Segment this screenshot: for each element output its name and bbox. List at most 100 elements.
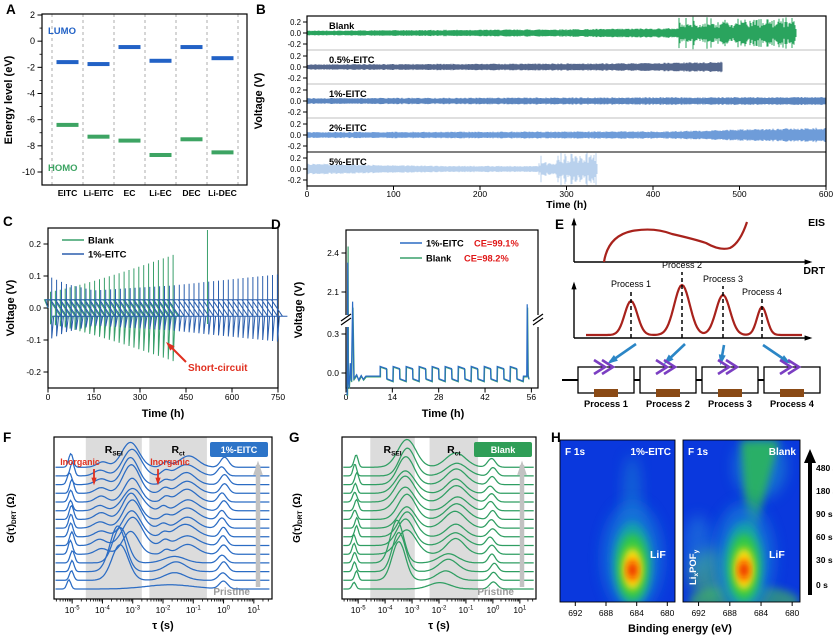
- sputter-time-label: 0 s: [816, 580, 828, 590]
- drt-curve: [55, 516, 270, 547]
- shaded-band: [85, 437, 142, 599]
- category-label: EITC: [58, 188, 78, 198]
- r-sei-label: RSEI: [383, 444, 401, 458]
- drt-curve: [343, 581, 534, 590]
- drt-curve: [343, 518, 534, 547]
- drt-curve: [55, 456, 270, 486]
- drt-curve: [343, 511, 534, 538]
- homo-bar: [87, 134, 110, 139]
- drt-curve: [55, 499, 270, 529]
- cpe-chevron-icon: [725, 358, 740, 376]
- legend-label: Blank: [88, 236, 115, 247]
- lif-label: LiF: [650, 549, 666, 561]
- drt-curve: [343, 531, 534, 573]
- drt-curve: [55, 530, 270, 555]
- drt-curve: [55, 487, 270, 512]
- x-tick: 10-1: [459, 605, 474, 615]
- x-tick: 10-1: [186, 605, 201, 615]
- y-tick: -8: [27, 141, 35, 151]
- eis-curve: [602, 221, 749, 263]
- sputter-time-label: 30 s: [816, 555, 833, 565]
- homo-bar: [180, 137, 203, 142]
- circuit-label: Process 4: [770, 399, 815, 409]
- x-tick: 10-2: [432, 605, 447, 615]
- y-tick: 0.0: [290, 63, 302, 72]
- circuit-label: Process 2: [646, 399, 690, 409]
- x-axis-label: Time (h): [142, 408, 185, 420]
- y-tick: 0.0: [290, 131, 302, 140]
- drt-curve: [343, 456, 534, 486]
- x-tick: 42: [480, 392, 490, 402]
- drt-curve: [343, 493, 534, 521]
- drt-label: DRT: [803, 265, 825, 277]
- homo-bar: [56, 122, 79, 127]
- x-tick: 56: [527, 392, 537, 402]
- x-tick: 0: [305, 189, 310, 199]
- cpe-chevron-icon: [787, 358, 802, 376]
- series-label: 2%-EITC: [329, 123, 367, 133]
- left-map-title: 1%-EITC: [630, 447, 671, 458]
- y-tick: 2.4: [327, 248, 339, 258]
- y-tick: -0.2: [288, 176, 301, 185]
- process-peak-label: Process 3: [703, 274, 743, 284]
- y-tick: 0.0: [290, 97, 302, 106]
- drt-curve: [55, 525, 270, 573]
- y-tick: 0.0: [327, 368, 339, 378]
- series-label: 0.5%-EITC: [329, 55, 375, 65]
- drt-curve: [55, 477, 270, 503]
- drt-curve: [343, 541, 534, 581]
- resistor-icon: [594, 389, 618, 397]
- panel-g-drt-blank: 10-5 10-4 10-3 10-2 10-1 100 101 RSEI Rct Pristin…: [292, 436, 537, 632]
- lumo-label: LUMO: [48, 26, 76, 37]
- y-tick: -0.2: [26, 367, 41, 377]
- y-tick: -0.2: [288, 40, 301, 49]
- pristine-label: Pristine: [213, 587, 250, 598]
- homo-bar: [149, 152, 172, 157]
- badge-label: 1%-EITC: [221, 445, 258, 455]
- x-tick: 684: [754, 608, 768, 618]
- voltage-trace-Blank: [306, 16, 797, 50]
- trace-eitc: [45, 274, 288, 342]
- xps-region-label: F 1s: [688, 447, 708, 458]
- x-tick: 450: [179, 392, 193, 402]
- inorganic-label: Inorganic: [60, 457, 100, 467]
- y-axis-label: G(τ)DRT (Ω): [292, 493, 304, 543]
- r-ct-label: Rct: [447, 444, 461, 458]
- cpe-chevron-icon: [655, 358, 670, 376]
- cpe-chevron-icon: [663, 358, 678, 376]
- y-axis-label: G(τ)DRT (Ω): [6, 493, 18, 543]
- y-tick: 0.2: [290, 18, 301, 27]
- cpe-chevron-icon: [593, 358, 608, 376]
- homo-label: HOMO: [48, 163, 78, 174]
- y-axis-label: Voltage (V): [293, 281, 305, 338]
- trace-blank: [346, 246, 530, 396]
- pristine-label: Pristine: [477, 587, 514, 598]
- sputter-time-label: 480 s: [816, 463, 833, 473]
- y-tick: 0.2: [290, 52, 301, 61]
- x-tick: 688: [723, 608, 737, 618]
- x-axis-label: τ (s): [152, 620, 174, 632]
- x-tick: 10-5: [65, 605, 80, 615]
- cpe-chevron-icon: [779, 358, 794, 376]
- panel-letter-a: A: [6, 2, 16, 17]
- panel-letter-f: F: [3, 430, 12, 445]
- y-tick: 0.3: [327, 329, 339, 339]
- lumo-bar: [211, 56, 234, 61]
- time-arrow-icon: [804, 449, 816, 463]
- x-tick: 692: [568, 608, 582, 618]
- y-tick: 0: [30, 36, 35, 46]
- drt-curve: [55, 464, 270, 494]
- x-tick: 300: [133, 392, 147, 402]
- x-tick: 10-2: [156, 605, 171, 615]
- y-tick: 0.2: [290, 120, 301, 129]
- eis-label: EIS: [808, 217, 825, 229]
- x-tick: 0: [46, 392, 51, 402]
- homo-bar: [118, 138, 141, 143]
- panel-letter-h: H: [551, 430, 561, 445]
- badge-label: Blank: [491, 445, 517, 455]
- x-tick: 684: [630, 608, 644, 618]
- y-axis-label: Voltage (V): [5, 279, 17, 336]
- ce-value: CE=99.1%: [474, 239, 519, 249]
- y-tick: -0.2: [288, 142, 301, 151]
